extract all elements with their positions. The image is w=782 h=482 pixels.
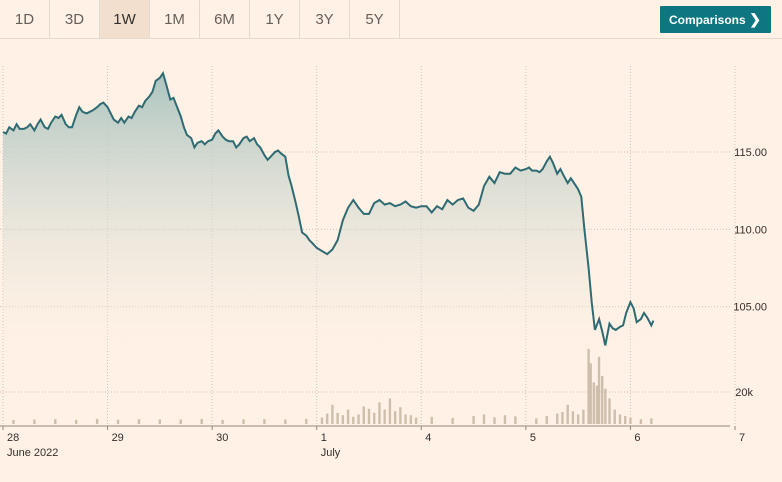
x-tick-label: 6 xyxy=(634,432,640,444)
volume-bar xyxy=(608,398,611,424)
volume-bar xyxy=(404,414,407,424)
x-tick-label: 4 xyxy=(425,432,431,444)
volume-bar xyxy=(561,412,564,424)
range-button-5y[interactable]: 5Y xyxy=(350,0,400,38)
volume-bar xyxy=(336,412,339,424)
volume-bar xyxy=(595,385,599,424)
x-axis-labels: 28 29 30 1 4 5 6 7 June 2022 July xyxy=(2,426,745,459)
range-button-6m[interactable]: 6M xyxy=(200,0,250,38)
comparisons-label: Comparisons xyxy=(669,12,746,27)
volume-bar xyxy=(341,415,345,424)
volume-bar xyxy=(472,416,475,424)
x-tick-label: 5 xyxy=(530,432,536,444)
volume-bar xyxy=(589,363,592,424)
volume-bar xyxy=(535,418,538,424)
volume-bar xyxy=(582,409,585,424)
price-chart: 115.00 110.00 105.00 20k 28 29 30 1 4 5 6 7 June 20… xyxy=(0,66,767,459)
y-tick-label: 105.00 xyxy=(733,302,767,314)
x-period-label: July xyxy=(321,447,341,459)
y-tick-label: 115.00 xyxy=(734,147,767,159)
volume-bar xyxy=(221,419,224,424)
volume-tick-label: 20k xyxy=(735,387,753,399)
price-area xyxy=(3,73,654,350)
range-button-1d[interactable]: 1D xyxy=(0,0,50,38)
volume-bar xyxy=(624,416,627,424)
range-toolbar: 1D 3D 1W 1M 6M 1Y 3Y 5Y Comparisons ❯ xyxy=(0,0,782,39)
volume-bar xyxy=(179,419,182,424)
volume-bar xyxy=(482,414,486,424)
volume-bar xyxy=(75,419,78,424)
volume-bar xyxy=(571,411,575,424)
range-button-1w[interactable]: 1W xyxy=(100,0,150,38)
volume-bar xyxy=(367,408,371,424)
volume-bar xyxy=(95,418,99,424)
volume-bar xyxy=(545,416,548,424)
volume-bar xyxy=(597,356,601,424)
volume-bars xyxy=(12,348,653,424)
x-tick-label: 7 xyxy=(739,432,745,444)
range-button-3d[interactable]: 3D xyxy=(50,0,100,38)
volume-bar xyxy=(618,414,622,424)
volume-bar xyxy=(158,419,162,424)
range-button-3y[interactable]: 3Y xyxy=(300,0,350,38)
volume-bar xyxy=(613,409,616,424)
comparisons-button[interactable]: Comparisons ❯ xyxy=(660,6,771,33)
volume-bar xyxy=(566,404,569,424)
volume-bar xyxy=(399,407,402,424)
y-axis-labels: 115.00 110.00 105.00 20k xyxy=(733,147,767,399)
range-button-1m[interactable]: 1M xyxy=(150,0,200,38)
volume-bar xyxy=(493,417,496,424)
volume-bar xyxy=(378,402,381,424)
volume-bar xyxy=(284,419,287,424)
volume-bar xyxy=(604,388,607,424)
chevron-right-icon: ❯ xyxy=(749,11,761,27)
volume-bar xyxy=(54,419,57,424)
volume-bar xyxy=(352,416,355,424)
price-line xyxy=(2,70,655,346)
volume-bar xyxy=(451,417,454,424)
volume-bar xyxy=(576,414,580,424)
x-tick-label: 28 xyxy=(7,432,19,444)
volume-bar xyxy=(592,382,596,424)
x-tick-label: 29 xyxy=(112,432,124,444)
x-tick-label: 1 xyxy=(321,432,327,444)
x-tick-label: 30 xyxy=(216,432,228,444)
range-button-1y[interactable]: 1Y xyxy=(250,0,300,38)
volume-bar xyxy=(373,412,376,424)
volume-bar xyxy=(503,415,507,424)
volume-bar xyxy=(600,376,604,424)
volume-bar xyxy=(362,406,365,424)
volume-bar xyxy=(346,409,350,424)
volume-bar xyxy=(12,420,15,424)
volume-bar xyxy=(393,411,397,424)
volume-bar xyxy=(639,419,643,424)
volume-bar xyxy=(33,419,36,424)
volume-bar xyxy=(587,348,590,424)
volume-bar xyxy=(325,413,329,424)
volume-bar xyxy=(320,417,324,424)
volume-bar xyxy=(409,415,413,424)
volume-bar xyxy=(556,413,559,424)
volume-bar xyxy=(388,398,392,424)
y-tick-label: 110.00 xyxy=(734,224,767,236)
volume-bar xyxy=(650,418,653,424)
volume-bar xyxy=(514,416,517,424)
volume-bar xyxy=(383,409,386,424)
volume-bar xyxy=(331,404,334,424)
volume-bar xyxy=(116,419,120,424)
volume-bar xyxy=(430,416,433,424)
volume-bar xyxy=(414,417,418,424)
volume-bar xyxy=(305,418,308,424)
volume-bar xyxy=(200,419,203,424)
volume-bar xyxy=(629,417,632,424)
volume-bar xyxy=(263,419,266,424)
volume-bar xyxy=(242,419,245,424)
volume-bar xyxy=(357,414,360,424)
volume-bar xyxy=(137,419,141,424)
x-period-label: June 2022 xyxy=(7,447,58,459)
